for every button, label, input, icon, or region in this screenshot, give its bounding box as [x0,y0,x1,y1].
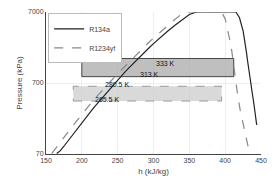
svg-text:Pressure (kPa): Pressure (kPa) [15,56,24,110]
svg-text:700: 700 [32,79,44,86]
svg-text:R1234yf: R1234yf [89,45,115,53]
svg-text:450: 450 [255,157,267,164]
svg-text:333 K: 333 K [156,60,175,67]
svg-text:300: 300 [148,157,160,164]
svg-text:313 K: 313 K [140,71,159,78]
svg-text:400: 400 [219,157,231,164]
svg-text:280.5 K: 280.5 K [105,81,129,88]
svg-text:70: 70 [36,150,44,157]
svg-text:250: 250 [112,157,124,164]
svg-text:350: 350 [183,157,195,164]
svg-text:R134a: R134a [89,26,110,33]
svg-text:7000: 7000 [28,8,44,15]
svg-text:h (kJ/kg): h (kJ/kg) [138,167,169,176]
svg-text:265.5 K: 265.5 K [95,96,119,103]
svg-text:200: 200 [76,157,88,164]
svg-text:150: 150 [40,157,52,164]
